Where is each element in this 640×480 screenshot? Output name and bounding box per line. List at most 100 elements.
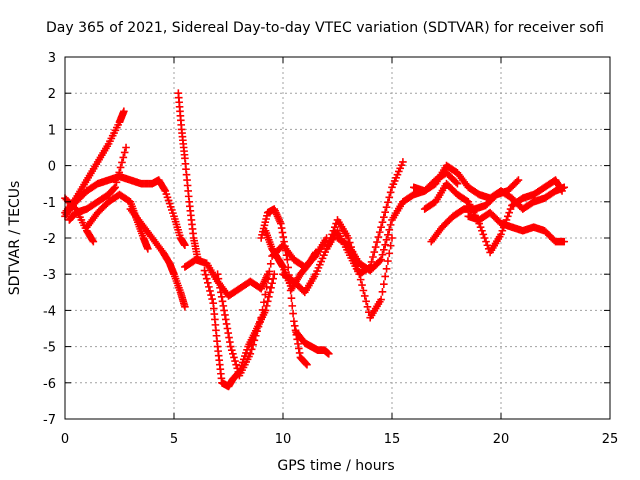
data-point-marker bbox=[290, 321, 299, 330]
series-trace-13 bbox=[292, 328, 333, 358]
data-point-marker bbox=[382, 264, 391, 273]
data-point-marker bbox=[303, 360, 311, 369]
chart-title: Day 365 of 2021, Sidereal Day-to-day VTE… bbox=[46, 20, 604, 36]
series-trace-16 bbox=[333, 169, 462, 275]
data-point-marker bbox=[261, 218, 270, 226]
data-point-marker bbox=[270, 270, 279, 278]
data-point-marker bbox=[260, 221, 269, 230]
data-point-marker bbox=[223, 324, 232, 333]
y-tick-label: -5 bbox=[43, 341, 56, 356]
y-axis-title: SDTVAR / TECUs bbox=[7, 181, 23, 296]
data-point-marker bbox=[280, 237, 288, 246]
data-point-marker bbox=[560, 237, 569, 246]
data-point-marker bbox=[295, 349, 304, 357]
data-point-marker bbox=[514, 176, 523, 184]
data-point-marker bbox=[224, 329, 233, 337]
data-point-marker bbox=[115, 168, 124, 177]
data-point-marker bbox=[359, 286, 368, 295]
data-point-marker bbox=[221, 311, 229, 319]
data-point-marker bbox=[260, 298, 268, 307]
data-point-marker bbox=[220, 306, 228, 315]
series-trace-7 bbox=[174, 89, 202, 264]
data-point-marker bbox=[116, 163, 125, 172]
data-point-marker bbox=[384, 257, 392, 265]
data-point-marker bbox=[344, 234, 353, 242]
data-point-marker bbox=[232, 360, 240, 369]
data-point-marker bbox=[165, 199, 174, 208]
data-point-marker bbox=[254, 322, 263, 331]
data-point-marker bbox=[257, 313, 265, 322]
data-point-marker bbox=[355, 270, 364, 278]
data-point-marker bbox=[281, 242, 289, 250]
data-point-marker bbox=[358, 281, 366, 289]
data-point-marker bbox=[164, 196, 173, 205]
data-point-marker bbox=[380, 245, 388, 254]
data-point-marker bbox=[144, 245, 152, 253]
data-point-marker bbox=[263, 297, 272, 306]
y-tick-label: -2 bbox=[43, 232, 56, 247]
data-point-marker bbox=[119, 153, 128, 162]
data-point-marker bbox=[89, 237, 98, 246]
series-trace-11 bbox=[257, 205, 311, 369]
data-point-marker bbox=[266, 259, 275, 268]
data-point-marker bbox=[371, 243, 380, 251]
series-trace-2 bbox=[61, 107, 128, 217]
data-point-marker bbox=[258, 306, 267, 314]
data-point-marker bbox=[381, 240, 389, 249]
data-point-marker bbox=[375, 228, 384, 236]
data-point-marker bbox=[324, 350, 333, 358]
data-point-marker bbox=[374, 233, 383, 241]
data-point-marker bbox=[217, 288, 225, 297]
series-trace-6 bbox=[126, 205, 189, 311]
x-tick-label: 10 bbox=[275, 432, 292, 447]
data-point-marker bbox=[453, 179, 462, 188]
series-trace-19 bbox=[427, 176, 523, 246]
data-point-marker bbox=[163, 193, 172, 202]
data-point-marker bbox=[208, 295, 216, 303]
data-point-marker bbox=[262, 215, 270, 223]
data-point-marker bbox=[265, 267, 274, 276]
data-point-marker bbox=[266, 288, 274, 297]
data-point-marker bbox=[249, 340, 257, 349]
data-point-marker bbox=[277, 224, 286, 232]
data-point-marker bbox=[385, 226, 394, 234]
x-tick-label: 20 bbox=[493, 432, 510, 447]
data-point-marker bbox=[122, 143, 130, 152]
data-point-marker bbox=[233, 364, 242, 373]
data-point-marker bbox=[217, 293, 226, 301]
data-point-marker bbox=[181, 241, 189, 250]
data-point-marker bbox=[384, 231, 392, 239]
data-point-marker bbox=[261, 290, 270, 299]
data-point-marker bbox=[288, 302, 297, 310]
data-point-marker bbox=[369, 253, 377, 261]
data-point-marker bbox=[370, 248, 379, 256]
y-tick-label: -3 bbox=[43, 268, 56, 283]
data-point-marker bbox=[268, 279, 276, 288]
data-point-marker bbox=[385, 193, 394, 202]
data-point-marker bbox=[114, 173, 122, 182]
data-point-marker bbox=[381, 272, 389, 281]
data-point-marker bbox=[203, 278, 212, 287]
x-axis-title: GPS time / hours bbox=[277, 458, 394, 474]
y-tick-label: 0 bbox=[48, 160, 56, 175]
data-point-marker bbox=[162, 190, 171, 198]
data-point-marker bbox=[169, 209, 177, 217]
y-tick-label: 1 bbox=[48, 123, 56, 138]
data-point-marker bbox=[283, 255, 292, 264]
data-point-marker bbox=[378, 250, 387, 259]
data-point-marker bbox=[216, 283, 224, 292]
data-point-marker bbox=[207, 291, 215, 299]
data-point-marker bbox=[201, 270, 210, 279]
data-point-marker bbox=[246, 350, 255, 358]
data-point-marker bbox=[225, 333, 233, 342]
data-point-marker bbox=[388, 234, 396, 242]
data-point-marker bbox=[367, 258, 376, 266]
data-point-marker bbox=[302, 359, 310, 368]
data-point-marker bbox=[227, 346, 236, 355]
data-point-marker bbox=[247, 345, 256, 354]
data-point-marker bbox=[381, 208, 389, 217]
data-point-marker bbox=[118, 158, 126, 167]
y-tick-label: 2 bbox=[48, 87, 56, 102]
data-point-marker bbox=[278, 228, 287, 237]
data-point-marker bbox=[362, 297, 370, 306]
